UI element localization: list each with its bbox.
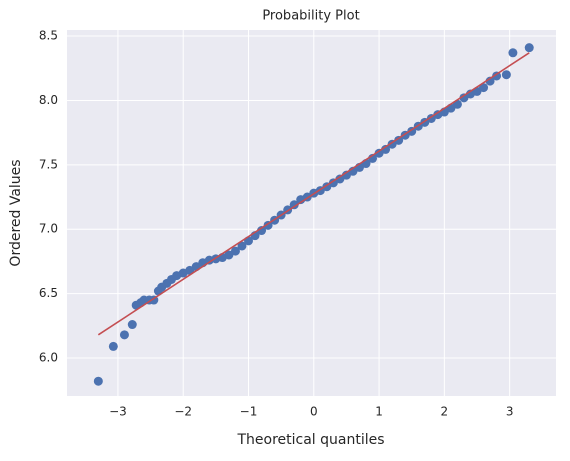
data-point: [508, 48, 518, 58]
x-tick-label: 2: [441, 405, 449, 419]
chart-title: Probability Plot: [262, 9, 359, 24]
y-tick-label: 8.5: [39, 29, 58, 43]
x-axis-title: Theoretical quantiles: [236, 432, 384, 448]
x-tick-label: 1: [375, 405, 383, 419]
data-point: [524, 43, 534, 53]
data-point: [108, 341, 118, 351]
data-point: [492, 71, 502, 81]
data-point: [381, 144, 391, 154]
fit-line: [97, 52, 530, 336]
data-point: [341, 170, 351, 180]
data-point: [335, 174, 345, 184]
data-point: [459, 93, 469, 103]
y-axis-title: Ordered Values: [8, 159, 24, 266]
x-tick-label: 3: [506, 405, 514, 419]
y-tick-label: 6.0: [39, 351, 58, 365]
data-point: [127, 320, 137, 330]
data-point: [224, 250, 234, 260]
data-point: [501, 70, 511, 80]
data-point: [374, 148, 384, 158]
data-point: [289, 200, 299, 210]
data-point: [93, 376, 103, 386]
y-tick-label: 6.5: [39, 286, 58, 300]
x-tick-label: 0: [310, 405, 318, 419]
data-point: [485, 76, 495, 86]
data-point: [257, 226, 267, 236]
y-tick-label: 7.5: [39, 157, 58, 171]
y-tick-label: 7.0: [39, 222, 58, 236]
x-tick-label: −1: [240, 405, 258, 419]
data-point: [328, 178, 338, 188]
data-point: [479, 83, 489, 93]
x-tick-label: −2: [174, 405, 192, 419]
data-point: [237, 241, 247, 251]
data-point: [394, 135, 404, 145]
y-tick-label: 8.0: [39, 93, 58, 107]
data-point: [230, 246, 240, 256]
data-point: [119, 330, 129, 340]
x-tick-label: −3: [109, 405, 127, 419]
